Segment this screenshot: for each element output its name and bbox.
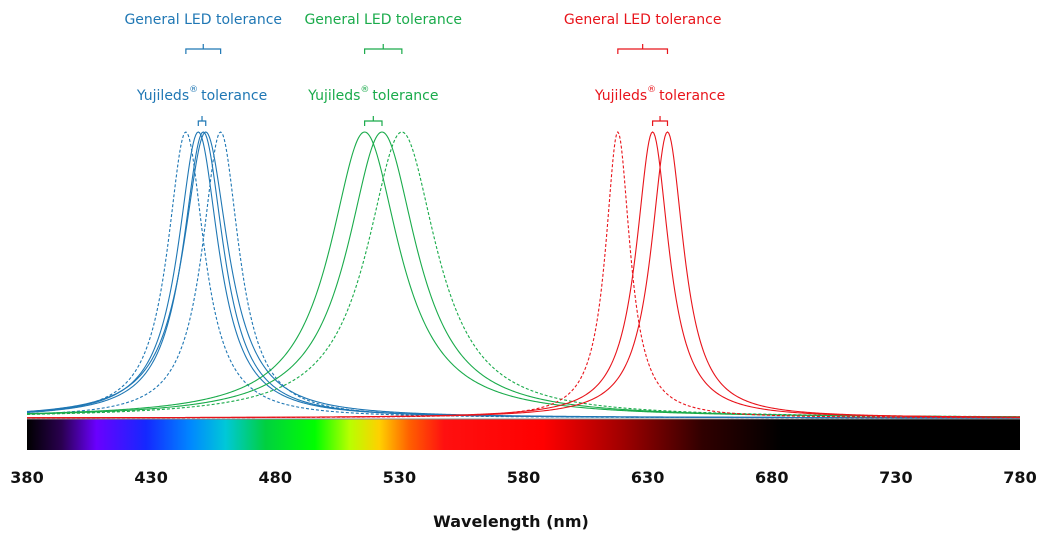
- x-tick-label: 630: [631, 468, 664, 487]
- tolerance-word: tolerance: [659, 88, 725, 104]
- blue-spectrum-curve: [26, 131, 1020, 419]
- brand-name: Yujileds: [136, 88, 189, 104]
- x-axis-label: Wavelength (nm): [433, 512, 589, 531]
- blue-general-tolerance-label: General LED tolerance: [124, 12, 282, 28]
- registered-mark: ®: [360, 85, 369, 95]
- green-spectrum-curve: [26, 131, 1020, 418]
- x-tick-label: 680: [755, 468, 788, 487]
- green-yujileds-tolerance-bracket: [364, 116, 383, 126]
- blue-yujileds-tolerance-bracket: [197, 116, 207, 126]
- x-tick-label: 530: [383, 468, 416, 487]
- red-spectrum-curve: [26, 131, 1021, 419]
- green-spectrum-curve: [26, 131, 1020, 418]
- blue-general-tolerance-bracket: [185, 44, 222, 54]
- red-yujileds-tolerance-label: Yujileds® tolerance: [594, 85, 725, 104]
- x-ticks: 380 430 480 530 580 630 680 730 780: [10, 468, 1036, 487]
- blue-spectrum-curve: [26, 131, 1020, 419]
- brand-name: Yujileds: [307, 88, 360, 104]
- registered-mark: ®: [647, 85, 656, 95]
- x-tick-label: 780: [1003, 468, 1036, 487]
- red-yujileds-tolerance-bracket: [651, 116, 669, 126]
- red-spectrum-curve: [27, 130, 1020, 419]
- green-general-tolerance-label: General LED tolerance: [304, 12, 462, 28]
- curves-layer: [26, 130, 1021, 419]
- green-spectrum-curve: [26, 131, 1021, 418]
- blue-spectrum-curve: [26, 131, 1020, 419]
- x-tick-label: 480: [259, 468, 292, 487]
- registered-mark: ®: [189, 85, 198, 95]
- x-tick-label: 380: [10, 468, 43, 487]
- red-spectrum-curve: [27, 131, 1021, 419]
- green-general-tolerance-bracket: [364, 44, 403, 54]
- blue-spectrum-curve: [26, 131, 1020, 419]
- tolerance-word: tolerance: [201, 88, 267, 104]
- x-tick-label: 580: [507, 468, 540, 487]
- x-tick-label: 430: [134, 468, 167, 487]
- red-general-tolerance-bracket: [617, 44, 669, 54]
- x-tick-label: 730: [879, 468, 912, 487]
- blue-yujileds-tolerance-label: Yujileds® tolerance: [136, 85, 267, 104]
- blue-spectrum-curve: [26, 131, 1020, 419]
- green-yujileds-tolerance-label: Yujileds® tolerance: [307, 85, 438, 104]
- red-general-tolerance-label: General LED tolerance: [564, 12, 722, 28]
- spectrum-bar: [27, 419, 1020, 450]
- brand-name: Yujileds: [594, 88, 647, 104]
- tolerance-word: tolerance: [372, 88, 438, 104]
